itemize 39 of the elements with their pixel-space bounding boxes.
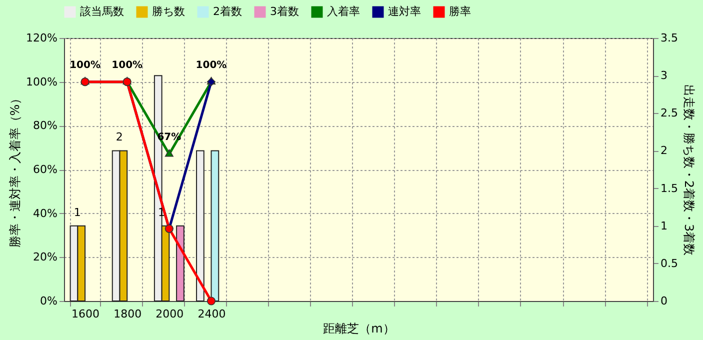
x-tick-label: 2000: [156, 308, 184, 320]
y-tick-label: 100%: [26, 75, 58, 88]
y-axis-title: 勝率・連対率・入着率（%）: [8, 92, 22, 248]
y2-tick-label: 1: [660, 219, 668, 232]
y2-tick-label: 0: [660, 294, 668, 308]
point: [164, 149, 174, 157]
x-axis-title: 距離芝（m）: [323, 322, 395, 336]
bar: [176, 225, 184, 302]
legend-label: 連対率: [388, 5, 421, 18]
point: [206, 296, 216, 306]
x-tick-label: 2400: [198, 308, 226, 320]
y2-tick-label: 1.5: [660, 182, 678, 195]
y2-tick-label: 3.5: [660, 32, 678, 44]
legend-label: 3着数: [270, 5, 299, 18]
data-label: 2: [116, 130, 123, 144]
y2-axis-title: 出走数・勝ち数・2着数・3着数: [682, 84, 696, 256]
y-tick-label: 40%: [33, 206, 58, 220]
legend-label: 入着率: [327, 5, 360, 18]
legend-label: 勝ち数: [152, 5, 185, 18]
x-tick-label: 1600: [72, 308, 100, 320]
y2-tick-label: 2.5: [660, 106, 678, 120]
data-label: 100%: [196, 60, 227, 71]
legend-label: 2着数: [213, 5, 242, 18]
bar: [196, 150, 204, 302]
data-label: 100%: [70, 60, 100, 71]
y2-tick-label: 2: [660, 144, 668, 158]
y-tick-label: 80%: [33, 119, 58, 132]
data-label: 1: [74, 206, 81, 219]
y-tick-label: 20%: [33, 250, 58, 264]
legend-label: 該当馬数: [80, 5, 124, 18]
y-tick-label: 60%: [33, 163, 58, 176]
y-tick-label: 0%: [40, 294, 58, 308]
y2-tick-label: 0.5: [660, 256, 678, 270]
y-tick-label: 120%: [26, 32, 58, 44]
x-tick-label: 1800: [114, 308, 142, 320]
y2-tick-label: 3: [660, 69, 668, 82]
bar: [210, 150, 220, 302]
legend-label: 勝率: [449, 5, 471, 18]
data-label: 100%: [112, 60, 143, 71]
